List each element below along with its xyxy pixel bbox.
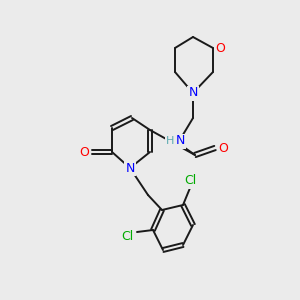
Text: O: O	[215, 41, 225, 55]
Text: N: N	[188, 86, 198, 100]
Text: N: N	[175, 134, 185, 148]
Text: Cl: Cl	[184, 175, 196, 188]
Text: N: N	[125, 161, 135, 175]
Text: Cl: Cl	[121, 230, 133, 244]
Text: O: O	[79, 146, 89, 158]
Text: H: H	[166, 136, 174, 146]
Text: O: O	[218, 142, 228, 154]
